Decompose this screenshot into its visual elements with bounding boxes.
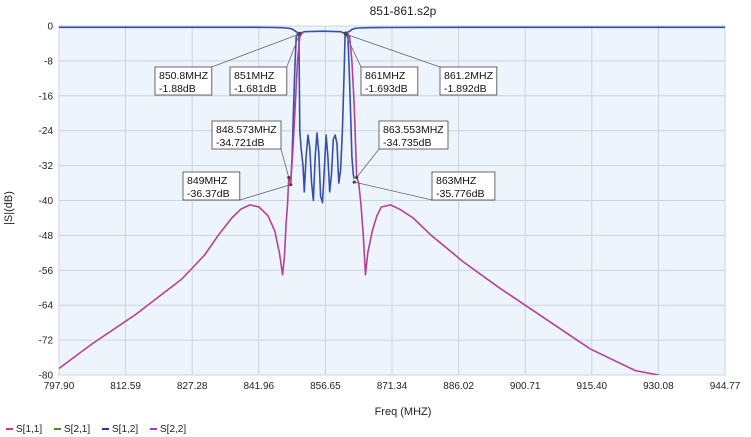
y-tick-label: -24: [39, 126, 54, 137]
y-tick-label: -80: [39, 371, 54, 382]
annotation-magnitude: -36.37dB: [187, 188, 230, 200]
x-tick-label: 871.34: [377, 381, 408, 392]
legend-item[interactable]: S[2,1]: [54, 424, 90, 435]
annotation-box: [211, 120, 282, 150]
annotation-marker: [289, 183, 293, 187]
series-group: [59, 26, 725, 375]
y-tick-label: -48: [39, 231, 54, 242]
annotation-magnitude: -35.776dB: [436, 188, 484, 200]
y-tick-label: -16: [39, 91, 54, 102]
annotations: 850.8MHZ-1.88dB 851MHZ-1.681dB 861MHZ-1.69…: [154, 31, 498, 201]
annotation-marker: [344, 32, 348, 36]
annotation-leader: [356, 148, 380, 178]
annotation-frequency: 850.8MHZ: [159, 70, 209, 82]
annotation-frequency: 861MHZ: [365, 70, 406, 82]
y-tick-label: 0: [47, 22, 53, 33]
annotation-magnitude: -1.681dB: [234, 83, 277, 95]
annotation-box: [378, 120, 449, 150]
annotation-box: [182, 171, 241, 201]
annotation-frequency: 863.553MHZ: [383, 124, 444, 136]
x-tick-label: 856.65: [310, 381, 341, 392]
y-axis-label: |S|(dB): [3, 191, 15, 225]
annotation-marker: [298, 31, 302, 35]
x-tick-label: 812.59: [110, 381, 141, 392]
annotation-frequency: 849MHZ: [187, 175, 228, 187]
x-axis-label: Freq (MHZ): [375, 406, 432, 418]
legend-label: S[2,1]: [64, 424, 90, 435]
series-line-21: [59, 26, 725, 36]
annotation-marker: [355, 175, 359, 180]
x-axis-ticks: 797.90 812.59 827.28 841.96 856.65 871.34 886.…: [44, 381, 741, 392]
annotation-box: [431, 171, 496, 201]
legend-item[interactable]: S[1,2]: [102, 424, 138, 435]
x-tick-label: 886.02: [443, 381, 474, 392]
x-tick-label: 797.90: [44, 381, 75, 392]
y-tick-label: -64: [39, 301, 54, 312]
legend-label: S[1,1]: [16, 424, 42, 435]
y-tick-label: -56: [39, 266, 54, 277]
annotation-frequency: 863MHZ: [436, 175, 477, 187]
x-tick-label: 900.71: [510, 381, 541, 392]
annotation-frequency: 848.573MHZ: [216, 124, 277, 136]
annotation-leader: [344, 33, 362, 68]
chart-title: 851-861.s2p: [370, 4, 437, 18]
annotation-box: [439, 66, 498, 96]
annotation-leader: [280, 148, 290, 178]
x-tick-label: 841.96: [244, 381, 275, 392]
annotation-magnitude: -34.721dB: [216, 137, 264, 149]
annotation-magnitude: -34.735dB: [383, 137, 431, 149]
legend-item[interactable]: S[1,1]: [6, 424, 42, 435]
y-axis-ticks: 0 -8 -16 -24 -32 -40 -48 -56 -64 -72 -80: [39, 22, 54, 382]
x-tick-label: 944.77: [710, 381, 741, 392]
series-line-22: [344, 31, 660, 375]
legend[interactable]: S[1,1] S[2,1] S[1,2] S[2,2]: [6, 424, 186, 435]
legend-label: S[1,2]: [112, 424, 138, 435]
annotation-frequency: 861.2MHZ: [444, 70, 494, 82]
annotation-leader: [354, 181, 433, 201]
annotation-box: [154, 66, 213, 96]
annotation-magnitude: -1.88dB: [159, 83, 196, 95]
x-tick-label: 930.08: [643, 381, 674, 392]
y-tick-label: -72: [39, 336, 54, 347]
annotation-leader: [211, 33, 300, 68]
annotation-frequency: 851MHZ: [234, 70, 275, 82]
y-tick-label: -8: [44, 56, 53, 67]
legend-item[interactable]: S[2,2]: [150, 424, 186, 435]
annotation-marker: [352, 180, 356, 184]
y-tick-label: -32: [39, 161, 54, 172]
annotation-magnitude: -1.693dB: [365, 83, 408, 95]
annotation-magnitude: -1.892dB: [444, 83, 487, 95]
annotation-leader: [239, 184, 291, 201]
annotation-box: [229, 66, 288, 96]
annotation-box: [360, 66, 419, 96]
annotation-leader: [345, 33, 441, 68]
y-tick-label: -40: [39, 196, 54, 207]
annotation-leader: [286, 33, 301, 68]
series-line-12: [59, 31, 305, 370]
annotation-marker: [287, 175, 291, 180]
legend-label: S[2,2]: [160, 424, 186, 435]
x-tick-label: 915.40: [577, 381, 608, 392]
x-tick-label: 827.28: [177, 381, 208, 392]
